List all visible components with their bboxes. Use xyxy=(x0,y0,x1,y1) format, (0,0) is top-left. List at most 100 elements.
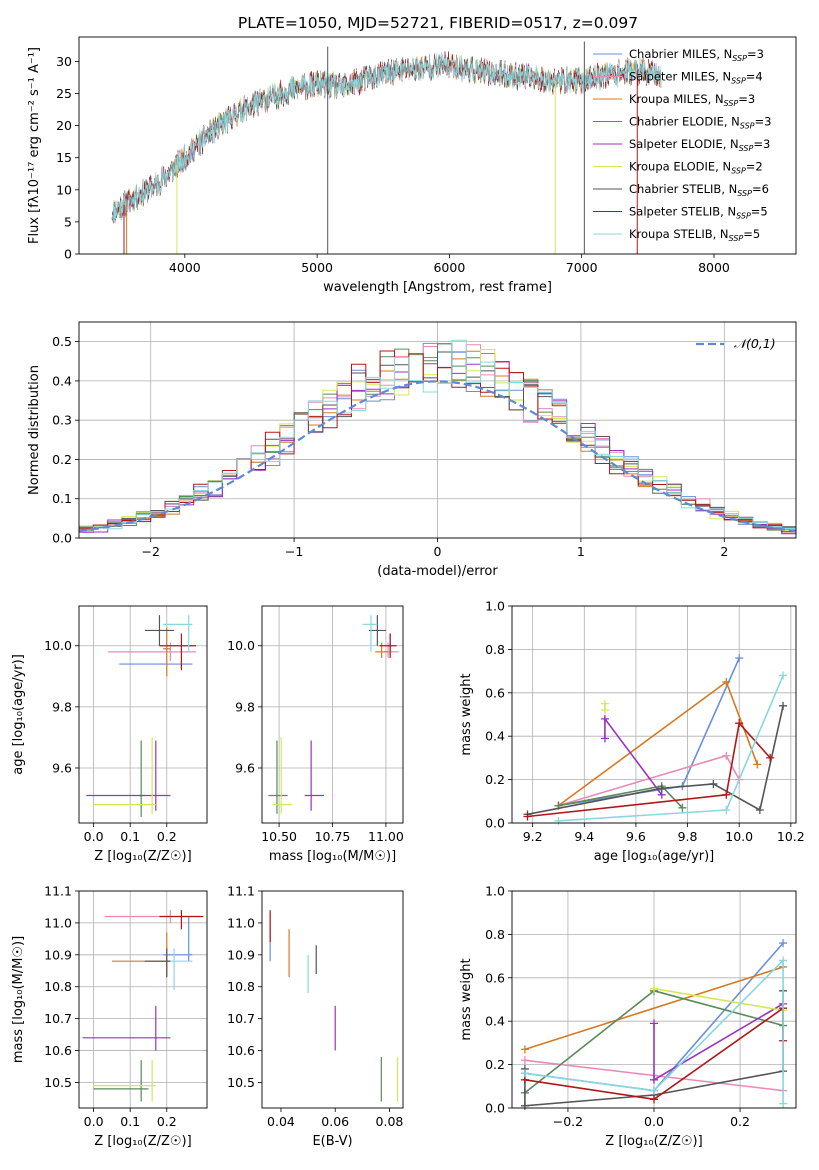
x-tick-label: 2 xyxy=(720,544,728,559)
spectrum-series-salpeter_elodie xyxy=(111,53,662,220)
x-tick-label: 1 xyxy=(577,544,585,559)
chart-layer: 4000 5000 6000 7000 8000051015202530waveleng… xyxy=(11,36,805,1149)
errorbar-chabrier_miles xyxy=(163,916,193,962)
errorbar-salpeter_stelib xyxy=(159,633,197,671)
y-tick-label: 10.8 xyxy=(227,979,255,994)
figure-title: PLATE=1050, MJD=52721, FIBERID=0517, z=0… xyxy=(238,14,638,32)
age_vs_mass-frame xyxy=(261,605,404,824)
y-tick-label: 25 xyxy=(56,86,72,101)
y-tick-label: 0.8 xyxy=(485,927,505,942)
y-tick-label: 0.0 xyxy=(485,1101,505,1116)
y-tick-label: 30 xyxy=(56,54,72,69)
weight-marker-kroupa_stelib xyxy=(722,805,731,814)
weight-line-salpeter_elodie xyxy=(653,1003,784,1082)
weight_vs_Z-lines xyxy=(520,939,788,1110)
y-tick-label: 10.5 xyxy=(227,1075,255,1090)
y-tick-label: 0.4 xyxy=(485,729,505,744)
y-tick-label: 9.6 xyxy=(52,760,72,775)
weight-marker-salpeter_miles xyxy=(722,751,731,760)
weight_vs_Z-frame xyxy=(511,890,797,1109)
x-tick-label: 0.2 xyxy=(730,1114,750,1129)
weight-marker-kroupa_stelib xyxy=(554,816,563,825)
x-tick-label: 8000 xyxy=(698,260,730,275)
residual-hist-chabrier_stelib xyxy=(79,351,796,529)
x-tick-label: 10.50 xyxy=(261,829,297,844)
weight_vs_age-lines xyxy=(523,654,788,825)
weight-line-chabrier_stelib xyxy=(527,705,784,816)
spectrum-axes: 4000 5000 6000 7000 8000 0 5 10 15 20 25 30 waveleng… xyxy=(27,47,730,295)
weight-marker-salpeter_stelib xyxy=(523,812,532,821)
age_vs_Z-axes: 0.0 0.1 0.2 9.6 9.8 10.0 Z [log₁₀(Z/Z☉)] age [l… xyxy=(11,606,207,864)
weight-marker-chabrier_stelib xyxy=(520,1101,529,1110)
x-tick-label: −0.2 xyxy=(553,1114,583,1129)
x-tick-label: 9.6 xyxy=(626,829,646,844)
x-tick-label: 9.8 xyxy=(678,829,698,844)
y-tick-label: 10.0 xyxy=(227,638,255,653)
y-tick-label: 0.0 xyxy=(485,816,505,831)
x-tick-label: 0.0 xyxy=(84,1114,104,1129)
x-axis-label: mass [log₁₀(M/M☉)] xyxy=(269,849,396,864)
weight-line-salpeter_miles xyxy=(558,754,740,807)
weight-marker-kroupa_elodie xyxy=(650,984,658,993)
weight-marker-chabrier_elodie xyxy=(678,803,687,812)
legend-label: Kroupa STELIB, NSSP=5 xyxy=(629,227,760,243)
x-tick-label: 10.0 xyxy=(725,829,753,844)
legend-label: Kroupa ELODIE, NSSP=2 xyxy=(629,160,763,176)
y-tick-label: 0.6 xyxy=(485,970,505,985)
errorbar-chabrier_stelib xyxy=(144,948,171,978)
errorbar-chabrier_elodie xyxy=(268,740,288,814)
y-tick-label: 15 xyxy=(56,150,72,165)
legend-label: Kroupa MILES, NSSP=3 xyxy=(629,92,755,108)
x-tick-label: 9.2 xyxy=(523,829,543,844)
errorbar-salpeter_stelib xyxy=(159,910,204,930)
errorbar-chabrier_stelib xyxy=(144,615,175,646)
x-tick-label: 0.0 xyxy=(84,829,104,844)
weight-marker-kroupa_stelib xyxy=(650,1086,658,1095)
mass_vs_Z-points xyxy=(82,910,204,1102)
y-tick-label: 10.9 xyxy=(44,947,72,962)
y-tick-label: 10.8 xyxy=(44,979,72,994)
residuals-axes: −2 −1 0 1 2 0.0 0.1 0.2 0.3 0.4 0.5 (data-model)/er… xyxy=(27,322,796,579)
y-tick-label: 10.9 xyxy=(227,947,255,962)
mass_vs_ebv-points xyxy=(269,910,399,1102)
x-axis-label: age [log₁₀(age/yr)] xyxy=(594,849,715,864)
weight-marker-chabrier_stelib xyxy=(755,805,764,814)
errorbar-chabrier_stelib xyxy=(368,615,386,646)
x-tick-label: 6000 xyxy=(433,260,465,275)
weight-marker-chabrier_stelib xyxy=(779,701,788,710)
y-tick-label: 0.2 xyxy=(52,452,72,467)
y-tick-label: 10.7 xyxy=(227,1011,255,1026)
y-tick-label: 11.1 xyxy=(44,884,72,899)
y-tick-label: 1.0 xyxy=(485,599,505,614)
errorbar-salpeter_elodie xyxy=(304,740,324,811)
weight-marker-salpeter_elodie xyxy=(650,1075,658,1084)
y-tick-label: 10.5 xyxy=(44,1075,72,1090)
y-axis-label: Flux [fλ10⁻¹⁷ erg cm⁻² s⁻¹ A⁻¹] xyxy=(27,47,42,244)
spectrum-legend: Chabrier MILES, NSSP=3 Salpeter MILES, NS… xyxy=(593,47,771,243)
legend-label: Chabrier ELODIE, NSSP=3 xyxy=(629,115,771,131)
errorbar-kroupa_stelib xyxy=(170,948,193,990)
age_vs_mass-points xyxy=(268,615,399,814)
weight-marker-kroupa_stelib xyxy=(520,1069,529,1078)
y-tick-label: 0.2 xyxy=(485,1057,505,1072)
y-tick-label: 0 xyxy=(64,247,72,262)
x-tick-label: 7000 xyxy=(566,260,598,275)
y-tick-label: 1.0 xyxy=(485,884,505,899)
weight-marker-salpeter_stelib xyxy=(650,1095,658,1104)
x-axis-label: (data-model)/error xyxy=(377,564,498,579)
legend-label: Salpeter ELODIE, NSSP=3 xyxy=(629,137,770,153)
x-axis-label: Z [log₁₀(Z/Z☉)] xyxy=(605,1134,702,1149)
y-tick-label: 11.0 xyxy=(44,915,72,930)
residuals-legend: 𝒩(0,1) xyxy=(696,336,776,351)
weight-marker-salpeter_stelib xyxy=(766,753,775,762)
legend-label: Salpeter STELIB, NSSP=5 xyxy=(629,205,768,221)
y-tick-label: 0.2 xyxy=(485,772,505,787)
spectrum-series-kroupa_miles xyxy=(111,53,662,223)
y-tick-label: 0.5 xyxy=(52,334,72,349)
weight-marker-kroupa_stelib xyxy=(779,671,788,680)
y-tick-label: 5 xyxy=(64,214,72,229)
weight-marker-chabrier_miles xyxy=(779,939,788,948)
weight-line-kroupa_stelib xyxy=(524,958,784,1104)
weight-marker-salpeter_elodie xyxy=(650,1019,658,1028)
x-axis-label: wavelength [Angstrom, rest frame] xyxy=(323,280,552,295)
